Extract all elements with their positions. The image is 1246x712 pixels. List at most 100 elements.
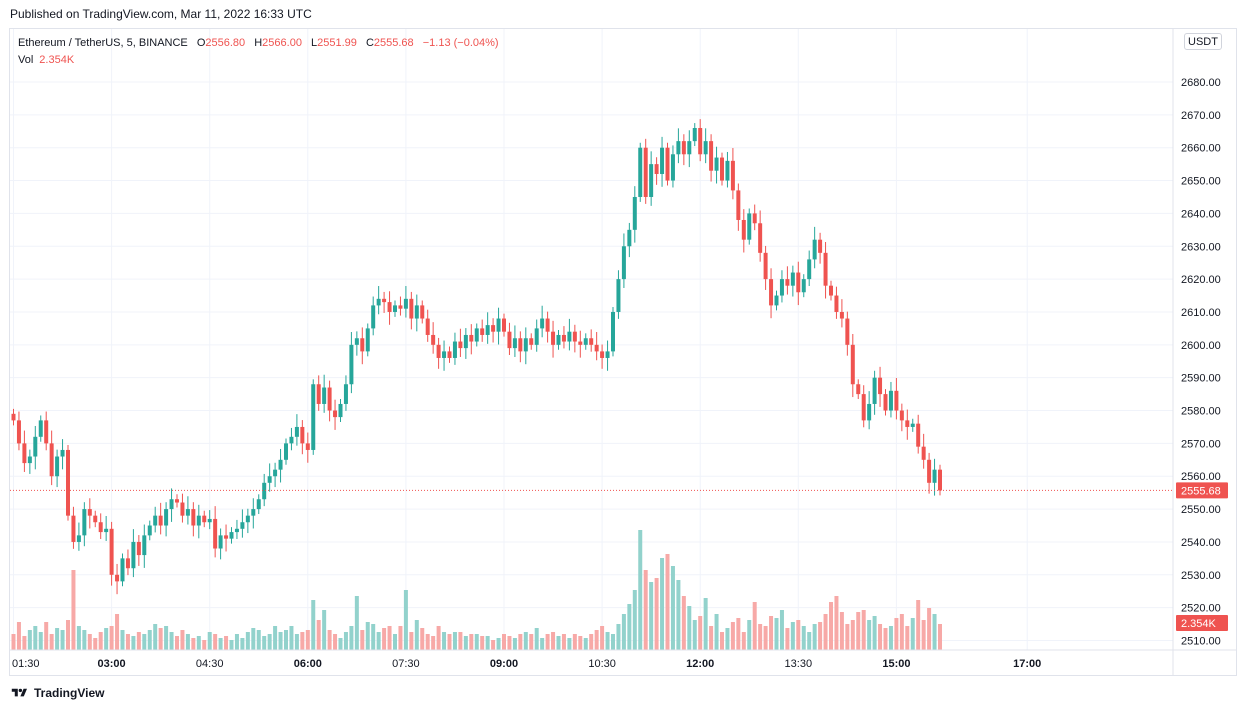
volume-bar — [98, 632, 103, 650]
candle-body — [196, 515, 201, 526]
candle-body — [654, 164, 659, 174]
volume-bar — [638, 530, 643, 650]
time-axis[interactable]: 01:30 03:00 04:30 06:00 07:30 09:00 10:30 12:00… — [10, 649, 1236, 670]
candle-body — [469, 334, 474, 342]
volume-bar — [556, 636, 561, 650]
volume-bar — [714, 614, 719, 650]
candle-body — [104, 528, 109, 533]
candle-body — [38, 420, 43, 437]
candle-body — [785, 279, 790, 286]
candle-body — [273, 469, 278, 477]
volume-bar — [752, 602, 757, 650]
candle-body — [763, 252, 768, 280]
candle-body — [752, 213, 757, 224]
candle-body — [888, 390, 893, 411]
volume-bar — [16, 622, 21, 650]
volume-bar — [284, 630, 288, 650]
volume-bar — [55, 628, 60, 650]
volume-bar — [594, 630, 599, 650]
time-tick-label: 15:00 — [882, 658, 910, 670]
volume-bar — [185, 634, 190, 650]
candle-body — [502, 318, 506, 332]
volume-bar — [66, 620, 70, 650]
candle-body — [436, 344, 441, 358]
time-tick-label: 07:30 — [392, 658, 420, 670]
price-tick-label: 2680.00 — [1181, 77, 1221, 89]
candle-body — [87, 509, 92, 516]
candle-body — [442, 351, 447, 358]
candle-body — [278, 459, 283, 470]
volume-bar — [632, 590, 637, 650]
candle-body — [850, 344, 855, 385]
volume-bar — [327, 630, 332, 650]
candle-body — [932, 469, 937, 483]
volume-bar — [916, 600, 921, 650]
volume-bar — [436, 626, 441, 650]
volume-bar — [109, 626, 114, 650]
candle-body — [681, 141, 686, 155]
volume-bar — [480, 636, 485, 650]
candle-body — [518, 338, 523, 352]
candle-body — [338, 403, 343, 418]
candle-body — [109, 528, 114, 575]
volume-bar — [545, 634, 550, 650]
volume-bar — [812, 624, 817, 650]
candle-body — [251, 509, 256, 516]
candle-body — [730, 160, 735, 191]
candle-body — [572, 331, 577, 342]
volume-bar — [665, 554, 670, 650]
candle-body — [256, 499, 261, 510]
candle-body — [365, 328, 370, 352]
volume-bar — [393, 634, 397, 650]
candle-body — [616, 279, 621, 312]
volume-bar — [469, 634, 474, 650]
candle-body — [856, 384, 861, 395]
candle-body — [180, 502, 185, 516]
volume-bar — [899, 614, 904, 650]
candle-body — [910, 423, 915, 427]
volume-bar — [245, 632, 250, 650]
volume-bar — [27, 630, 32, 650]
volume-bar — [142, 634, 147, 650]
volume-bar — [910, 618, 915, 650]
volume-bar — [398, 626, 403, 650]
volume-bar — [311, 600, 316, 650]
time-tick-label: 04:30 — [196, 658, 224, 670]
currency-button[interactable]: USDT — [1184, 33, 1222, 50]
price-axis[interactable]: 2510.00 2520.00 2530.00 2540.00 2550.00 2560.… — [1172, 29, 1228, 676]
legend-symbol[interactable]: Ethereum / TetherUS, 5, BINANCE — [18, 37, 188, 49]
price-tick-label: 2590.00 — [1181, 373, 1221, 385]
candle-body — [60, 449, 65, 457]
price-tick-label: 2510.00 — [1181, 636, 1221, 648]
candle-body — [834, 295, 839, 312]
volume-bar — [207, 632, 212, 650]
candle-body — [120, 558, 125, 582]
candle-body — [447, 351, 452, 358]
volume-bar — [104, 628, 109, 650]
volume-bar — [932, 614, 937, 650]
volume-bar — [496, 638, 501, 650]
candle-body — [425, 318, 430, 335]
volume-bar — [343, 632, 348, 650]
candle-body — [474, 328, 479, 342]
volume-bar — [567, 638, 572, 650]
price-tick-label: 2530.00 — [1181, 570, 1221, 582]
volume-bar — [147, 630, 152, 650]
volume-bar — [234, 634, 239, 650]
candle-body — [44, 420, 49, 444]
candle-body — [142, 535, 147, 556]
candle-body — [709, 141, 714, 171]
candle-body — [605, 351, 610, 358]
candle-body — [327, 387, 332, 411]
candle-body — [621, 246, 626, 280]
volume-bar — [551, 632, 556, 650]
price-tick-label: 2670.00 — [1181, 110, 1221, 122]
volume-bar — [502, 634, 506, 650]
footer-brand[interactable]: TradingView — [10, 686, 104, 700]
candle-body — [191, 509, 196, 526]
candle-body — [294, 426, 299, 437]
candle-body — [289, 436, 294, 444]
price-tick-label: 2620.00 — [1181, 274, 1221, 286]
candle-body — [115, 574, 120, 582]
